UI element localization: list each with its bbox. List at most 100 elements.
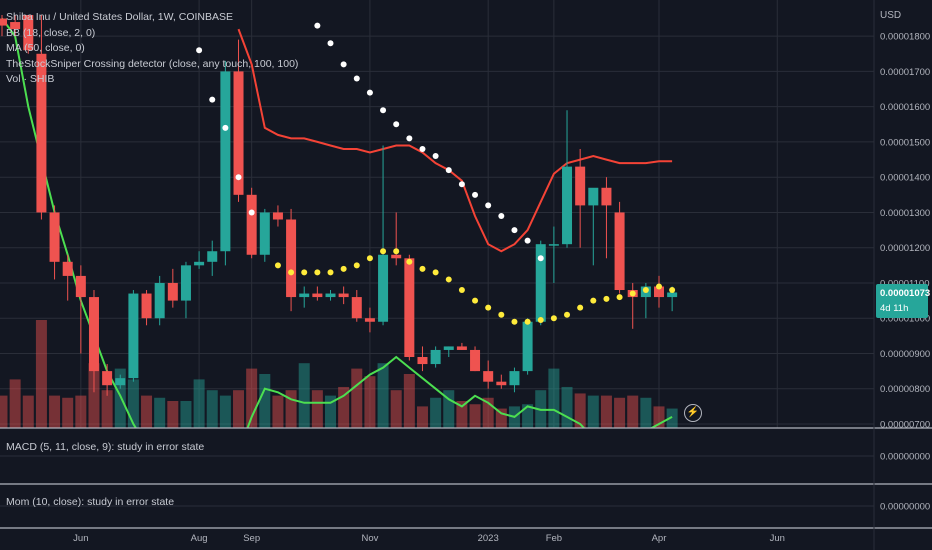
macd-pane-label[interactable]: MACD (5, 11, close, 9): study in error s…: [6, 441, 205, 453]
crossing-dot: [380, 248, 387, 255]
crossing-dot: [353, 75, 360, 82]
candle-body: [180, 265, 191, 301]
candle-body: [562, 166, 573, 245]
candle-body: [667, 292, 678, 298]
price-tick-label: 0.00001400: [880, 173, 930, 184]
time-tick-label: Jun: [73, 533, 88, 544]
volume-bar: [219, 395, 231, 428]
bb-upper-line: [237, 28, 673, 253]
candle-body: [509, 371, 520, 386]
volume-bar: [666, 408, 678, 428]
crossing-dot: [550, 315, 557, 322]
mom-pane-label[interactable]: Mom (10, close): study in error state: [6, 496, 175, 508]
last-price-value: 0.00001073: [880, 288, 931, 299]
time-tick-label: 2023: [478, 533, 499, 544]
volume-bar: [35, 320, 47, 428]
candle-body: [417, 357, 428, 365]
legend-title[interactable]: Shiba Inu / United States Dollar, 1W, CO…: [6, 11, 234, 23]
volume-bar: [443, 390, 455, 428]
candle-body: [351, 297, 362, 319]
candle-body: [456, 346, 467, 350]
candle-body: [364, 318, 375, 322]
legend-crossing[interactable]: TheStockSniper Crossing detector (close,…: [6, 57, 299, 70]
legend-ma[interactable]: MA (50, close, 0): [6, 42, 85, 54]
volume-bar: [325, 395, 336, 428]
legend-bb[interactable]: BB (18, close, 2, 0): [6, 26, 96, 39]
volume-bar: [101, 390, 113, 428]
crossing-dot: [603, 295, 610, 302]
volume-bar: [259, 374, 271, 428]
volume-bar: [298, 363, 310, 428]
volume-bar: [653, 406, 665, 428]
crossing-dot: [669, 287, 676, 294]
price-tick-label: 0.00000900: [880, 349, 930, 360]
crossing-dot: [196, 47, 203, 54]
crossing-dot: [393, 121, 400, 128]
candle-body: [654, 286, 664, 298]
volume-bar: [311, 390, 323, 428]
volume-bar: [127, 379, 139, 428]
candle-body: [614, 212, 625, 291]
chart-legend: Shiba Inu / United States Dollar, 1W, CO…: [6, 10, 298, 88]
candle-body: [220, 71, 231, 252]
lightning-icon[interactable]: ⚡: [684, 404, 702, 422]
candle-body: [496, 381, 507, 386]
candle-body: [141, 293, 152, 319]
volume-bar: [495, 408, 507, 428]
candle-body: [233, 71, 244, 195]
crossing-dot: [629, 290, 636, 297]
crossing-dot: [209, 96, 216, 103]
crossing-dot: [498, 212, 505, 219]
volume-bar: [574, 393, 586, 428]
crossing-dot: [577, 304, 584, 311]
crossing-dot: [524, 237, 531, 244]
crossing-dot: [445, 276, 452, 283]
price-tick-label: 0.00001500: [880, 137, 930, 148]
price-tick-label: 0.00001700: [880, 67, 930, 78]
candle-body: [272, 212, 283, 220]
volume-bar: [272, 395, 284, 428]
volume-bar: [522, 404, 534, 428]
legend-volume[interactable]: Vol · SHIB: [6, 73, 55, 85]
crossing-dot: [314, 22, 321, 29]
candle-body: [194, 261, 205, 266]
ma50-path: [1, 17, 673, 489]
time-tick-label: Jun: [770, 533, 785, 544]
candle-body: [128, 293, 139, 379]
volume-bar: [9, 379, 21, 428]
price-tick-label: 0.00001300: [880, 208, 930, 219]
price-tick-label: 0.00001600: [880, 102, 930, 113]
crossing-dot: [472, 191, 479, 198]
crossing-dots: [196, 22, 676, 325]
candle-body: [470, 349, 481, 372]
candle-body: [259, 212, 270, 255]
candle-body: [115, 378, 126, 386]
volume-bar: [600, 395, 612, 428]
candle-body: [49, 212, 60, 262]
volume-bar: [640, 397, 652, 428]
price-tick-label: 0.00001100: [880, 278, 930, 289]
price-tick-label: 0.00001000: [880, 314, 930, 325]
volume-bar: [469, 404, 481, 428]
volume-bar: [167, 401, 179, 428]
crossing-dot: [498, 311, 505, 318]
candle-body: [378, 254, 389, 322]
volume-bar: [614, 397, 626, 428]
candle-body: [88, 297, 99, 372]
crossing-dot: [274, 262, 281, 269]
crossing-dot: [235, 174, 242, 181]
crossing-dot: [564, 311, 571, 318]
crossing-dot: [656, 283, 662, 290]
price-tick-label: 0.00000800: [880, 384, 930, 395]
candle-body: [62, 261, 73, 276]
candle-body: [36, 53, 47, 213]
volume-bar: [430, 397, 442, 428]
crossing-dot: [524, 318, 531, 325]
volume-bar: [561, 386, 573, 428]
crossing-dot: [301, 269, 308, 276]
volume-bar: [193, 379, 205, 428]
candle-body: [299, 293, 310, 298]
volume-bar: [0, 395, 8, 428]
